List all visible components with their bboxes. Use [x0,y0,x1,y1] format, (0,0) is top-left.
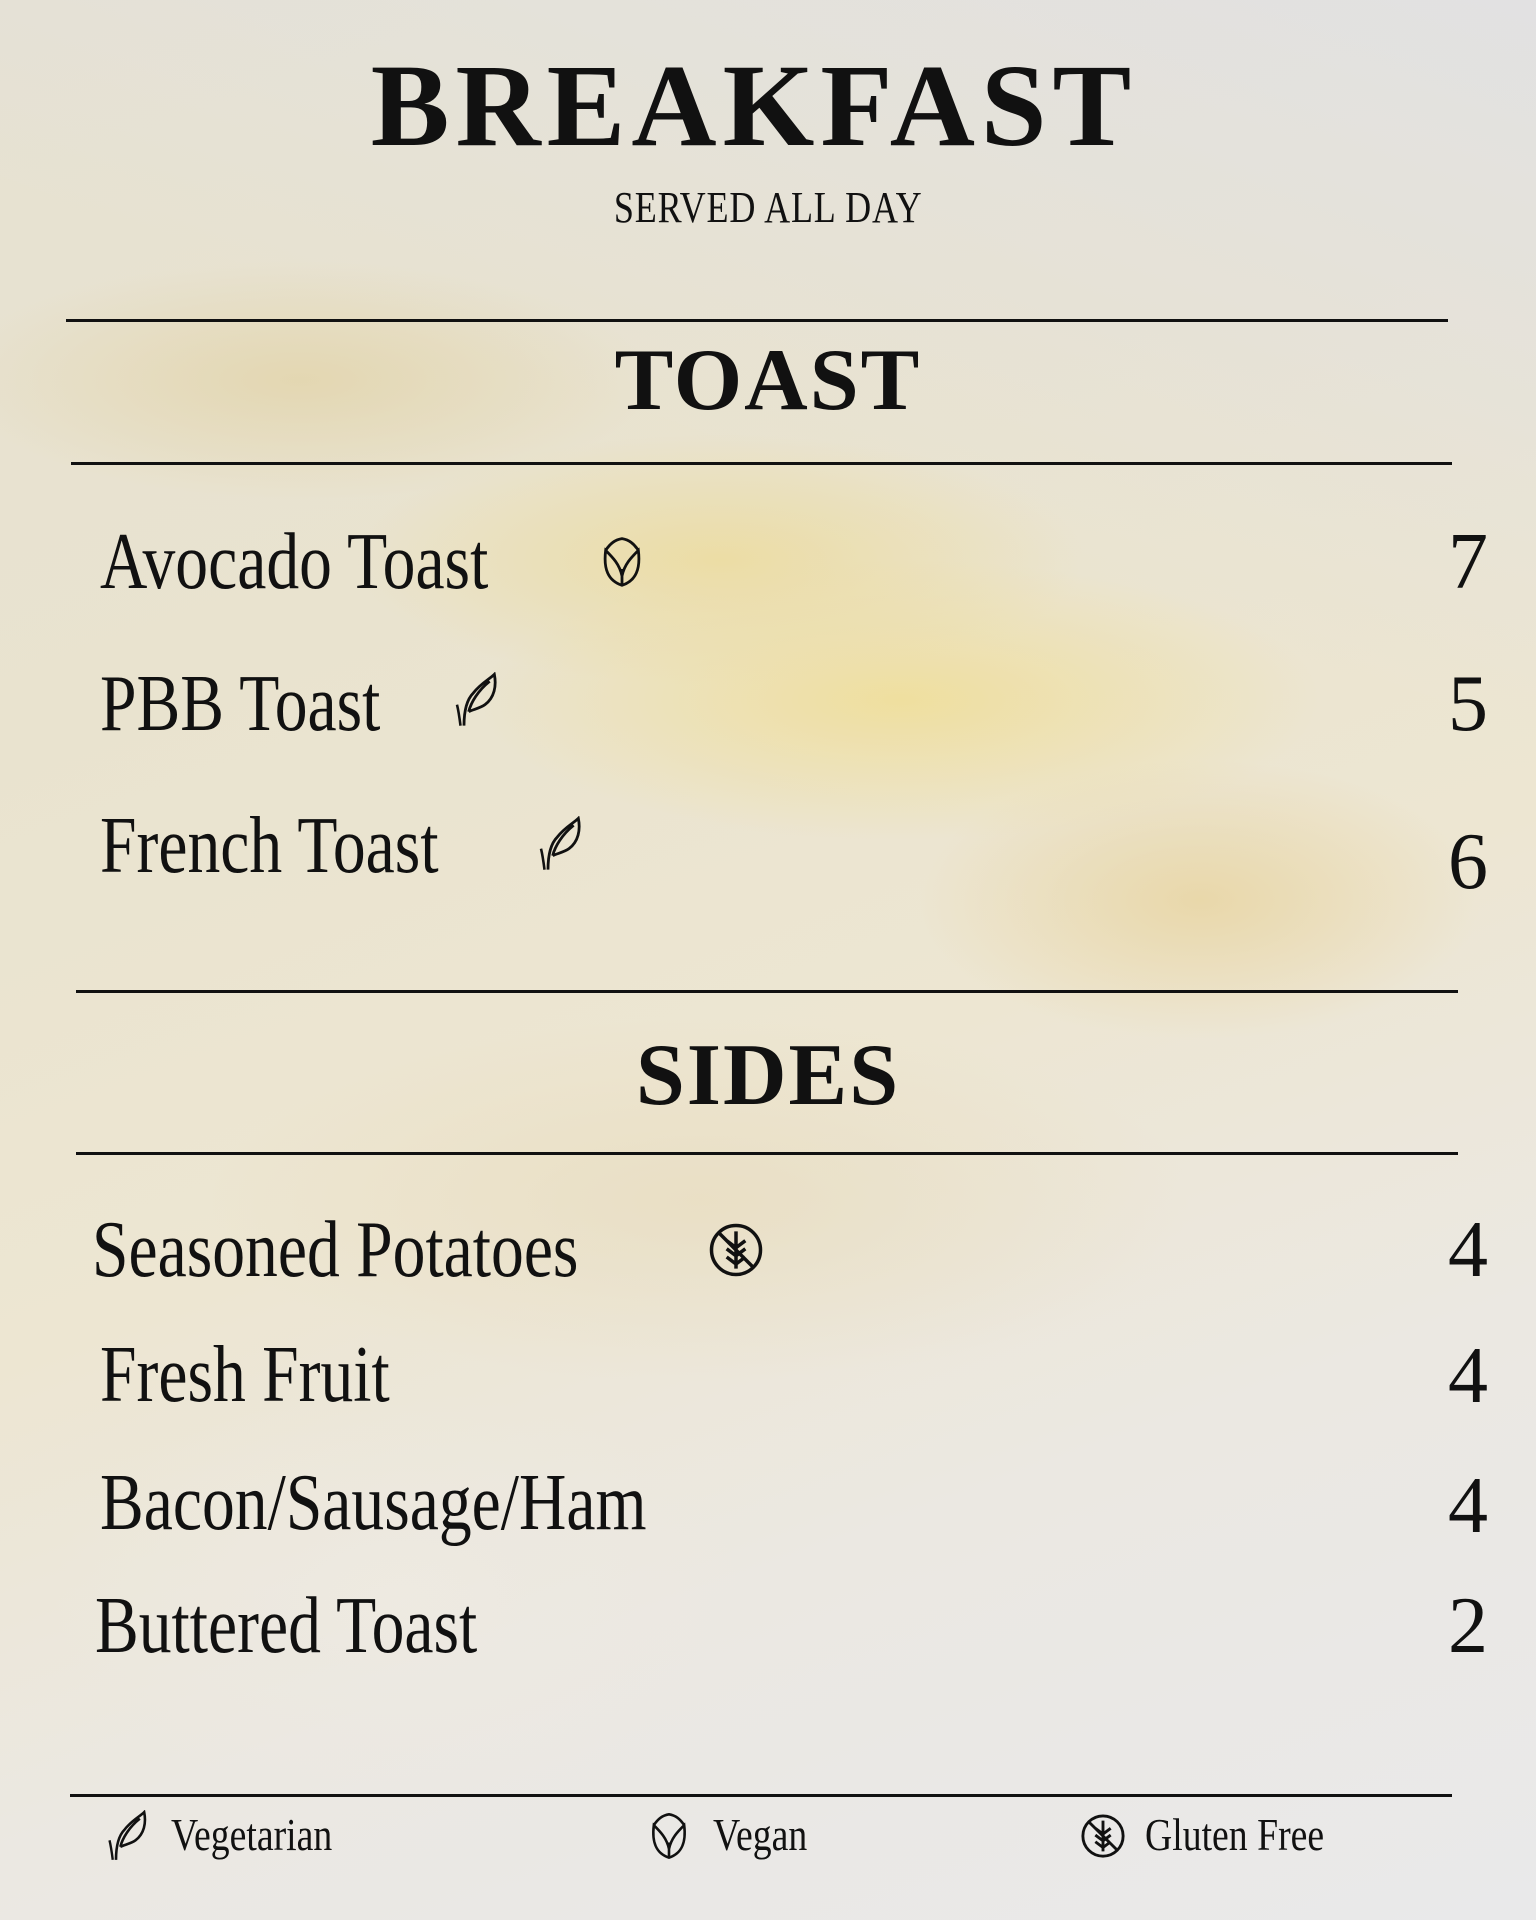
divider [70,1794,1452,1797]
menu-item-pbb-toast: PBB Toast [100,660,381,748]
vegetarian-icon [534,816,590,872]
legend-gluten-free: Gluten Free [1145,1809,1325,1860]
menu-item-buttered-toast: Buttered Toast [95,1582,478,1670]
legend-vegetarian: Vegetarian [171,1809,333,1860]
section-title-toast: TOAST [614,332,922,429]
menu-title: BREAKFAST [370,40,1138,171]
vegan-icon [594,534,650,590]
section-title-sides: SIDES [635,1027,901,1124]
vegetarian-icon [106,1810,152,1862]
menu-item-seasoned-potatoes: Seasoned Potatoes [92,1206,579,1294]
price: 7 [1448,518,1488,606]
gluten-free-icon [708,1222,764,1278]
divider [66,319,1448,322]
price: 6 [1448,818,1488,906]
price: 2 [1448,1582,1488,1670]
divider [76,1152,1458,1155]
price: 5 [1448,660,1488,748]
legend-vegan: Vegan [713,1809,808,1860]
price: 4 [1448,1206,1488,1294]
divider [71,462,1452,465]
price: 4 [1448,1332,1488,1420]
vegan-icon [646,1810,692,1862]
divider [76,990,1458,993]
gluten-free-icon [1080,1810,1126,1862]
menu-item-avocado-toast: Avocado Toast [100,518,489,606]
price: 4 [1448,1462,1488,1550]
menu-item-bacon-sausage-ham: Bacon/Sausage/Ham [100,1459,647,1547]
vegetarian-icon [450,672,506,728]
menu-item-french-toast: French Toast [100,802,439,890]
menu-subtitle: SERVED ALL DAY [613,183,923,232]
menu-item-fresh-fruit: Fresh Fruit [100,1331,390,1419]
